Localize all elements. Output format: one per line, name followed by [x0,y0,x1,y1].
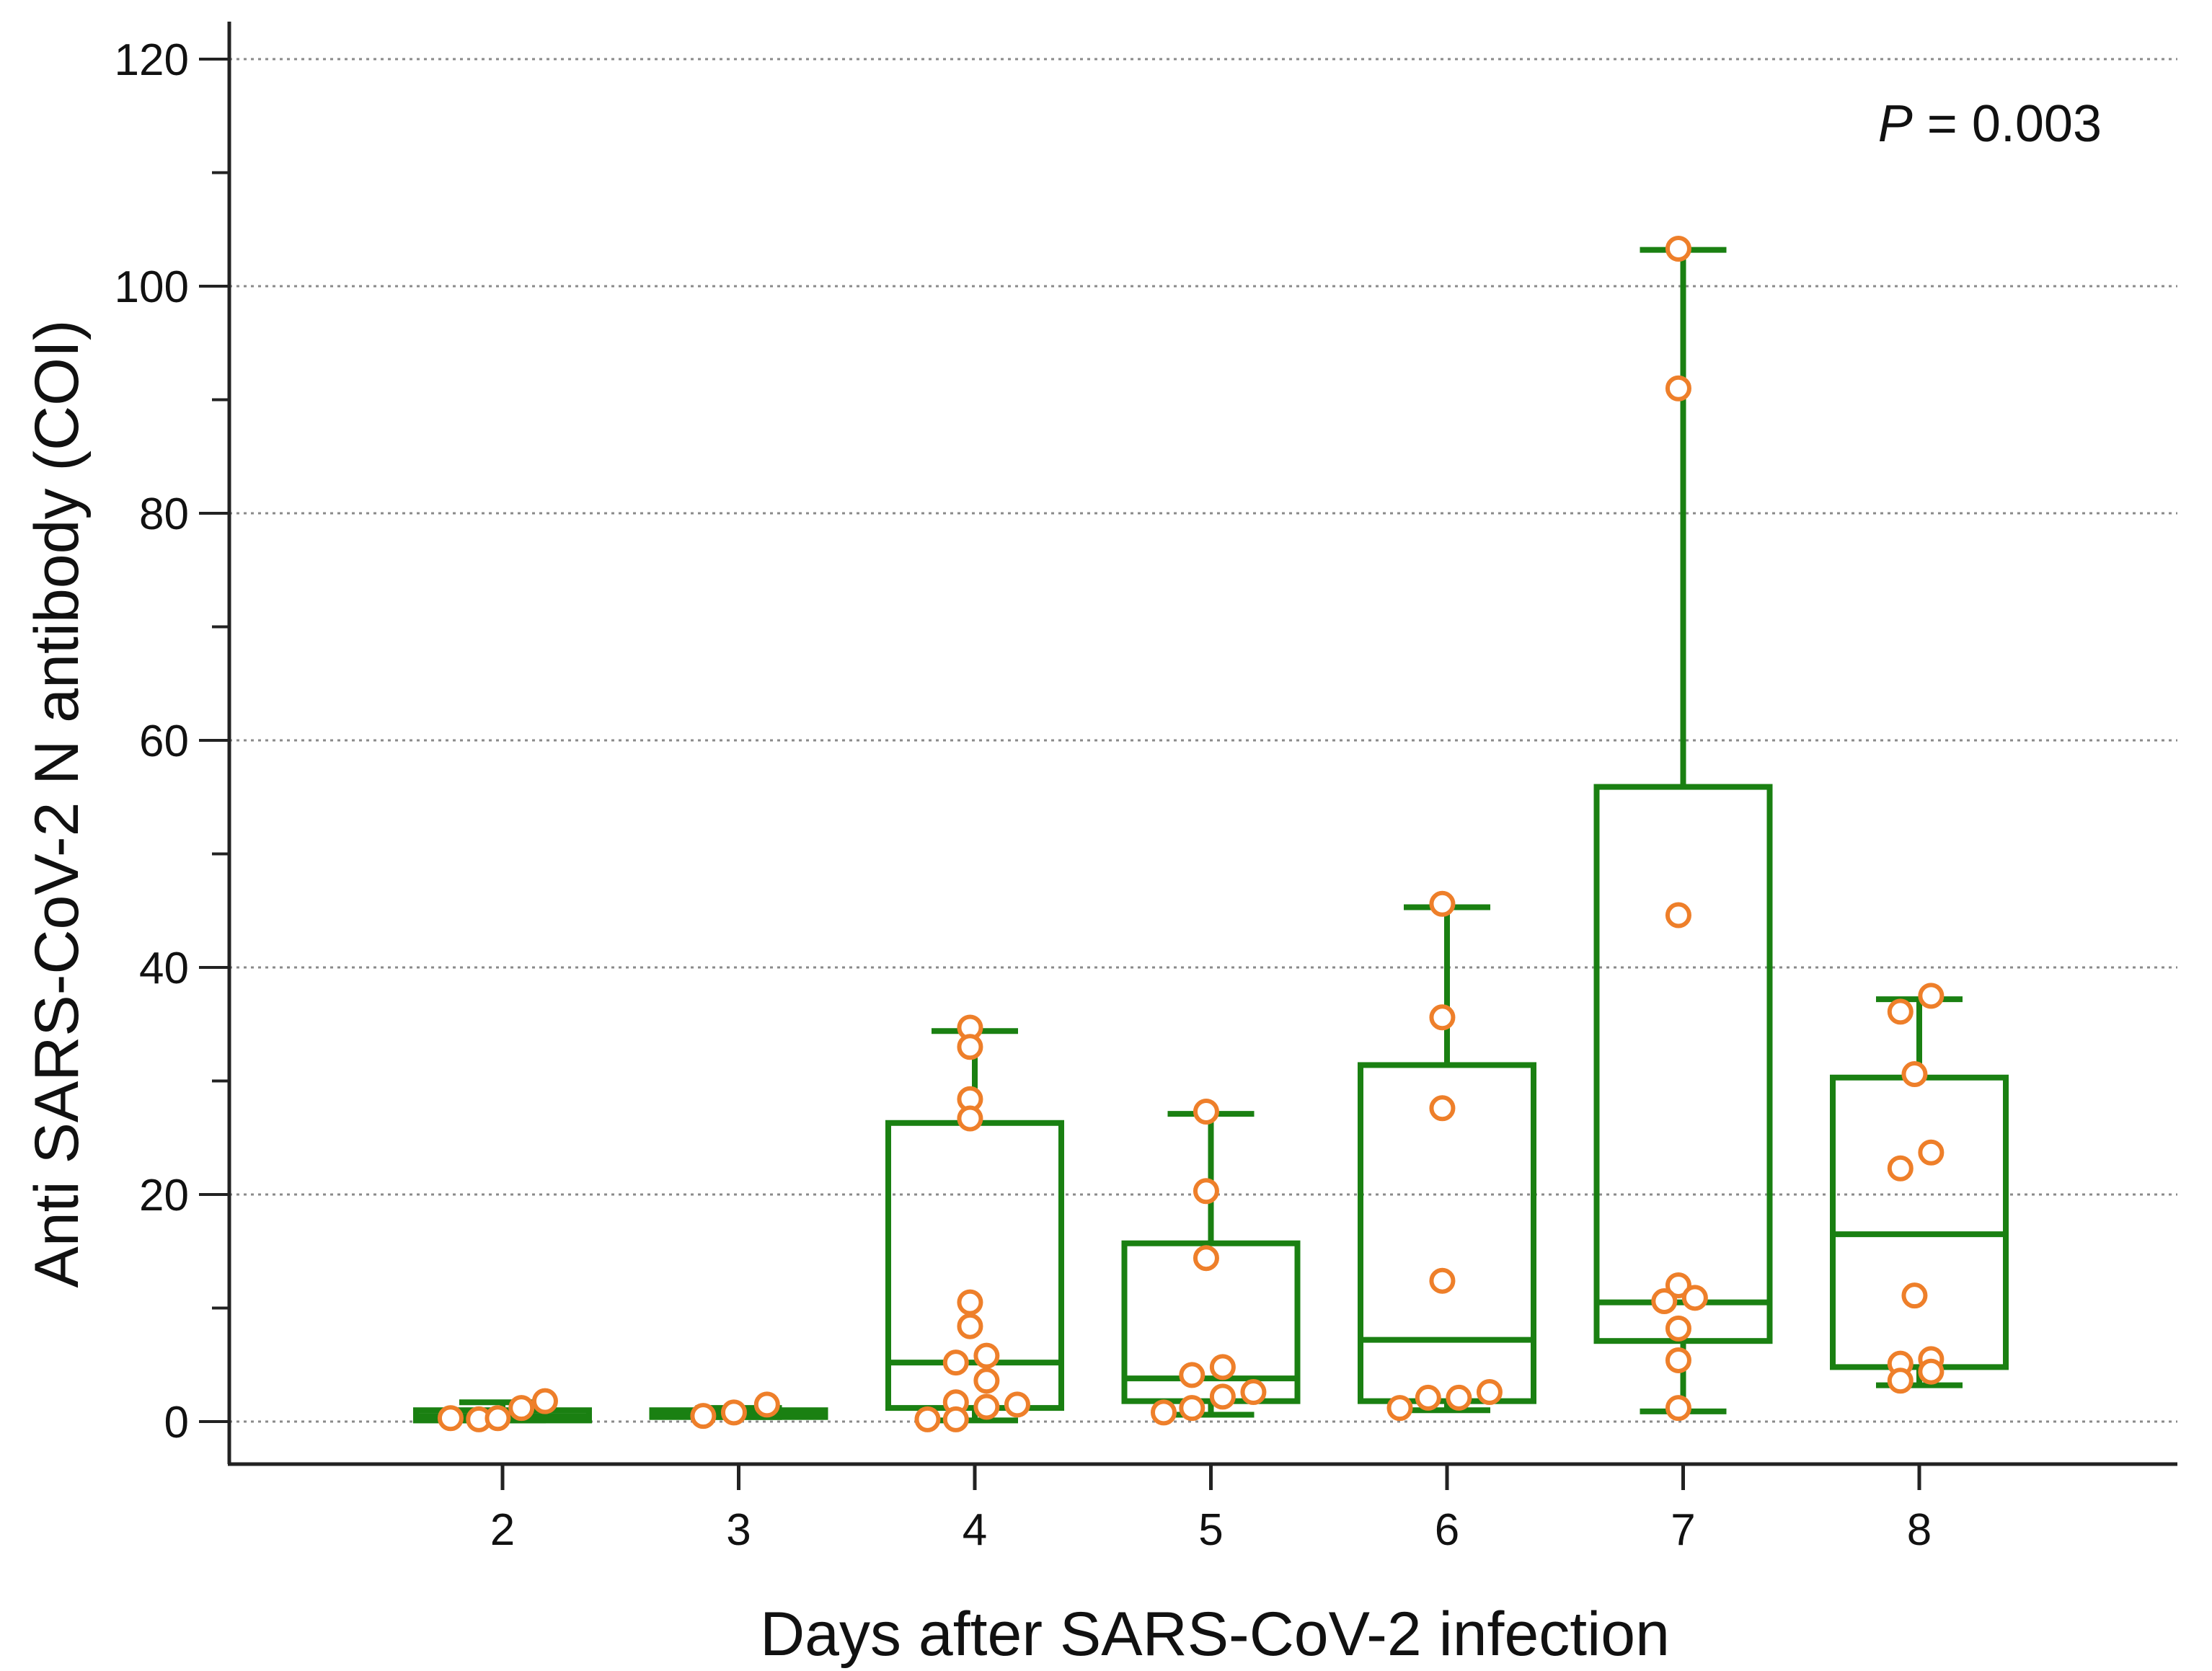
data-point [973,1368,1000,1394]
data-point [1415,1384,1441,1411]
data-point [508,1395,535,1422]
data-point [1193,1178,1219,1205]
data-point [942,1349,969,1376]
axes [227,22,2177,1466]
data-point [973,1342,1000,1369]
data-point [1429,1004,1456,1031]
data-point [1476,1379,1503,1406]
data-point [1429,890,1456,917]
x-tick-label: 5 [1198,1505,1223,1555]
y-ticks: 0 20 40 60 80 100 120 [115,35,229,1448]
x-tick-label: 3 [726,1505,751,1555]
data-point [1665,236,1691,262]
data-point [1004,1391,1030,1418]
data-point [1429,1267,1456,1294]
data-point [1887,998,1914,1025]
data-point [1193,1099,1219,1125]
gridlines [229,58,2177,1423]
data-point [1681,1285,1708,1311]
data-point [1209,1354,1236,1380]
data-point [1665,1395,1691,1422]
data-point [1918,1358,1945,1385]
data-point [1665,902,1691,928]
p-value-text: = 0.003 [1913,95,2102,153]
y-tick-label: 120 [115,35,189,85]
data-point [1193,1245,1219,1272]
data-point [1918,1139,1945,1166]
data-point [720,1399,747,1426]
box-day-7 [1593,247,1773,1414]
data-point [485,1405,511,1432]
y-axis-title: Anti SARS-CoV-2 N antibody (COI) [22,319,92,1287]
box-iqr [1593,784,1773,1344]
data-point [437,1405,464,1432]
y-tick-label: 80 [139,489,189,539]
x-ticks: 2 3 4 5 6 7 8 [490,1464,1932,1555]
data-point [957,1313,983,1339]
x-tick-label: 6 [1435,1505,1459,1555]
data-point [1651,1288,1678,1315]
boxes [413,247,2009,1424]
data-point [1386,1395,1413,1422]
y-tick-label: 20 [139,1171,189,1220]
data-point [1901,1061,1928,1088]
y-tick-label: 100 [115,262,189,312]
data-point [690,1403,717,1430]
box-day-6 [1358,904,1536,1414]
data-point [914,1406,941,1432]
data-point [1887,1155,1914,1182]
data-point [1887,1368,1914,1394]
data-point [1901,1282,1928,1309]
y-tick-label: 40 [139,944,189,993]
data-point [1179,1395,1205,1422]
data-point [531,1388,558,1414]
p-value-symbol: P [1878,95,1913,153]
data-point [1665,1272,1691,1298]
y-tick-label: 60 [139,717,189,766]
x-tick-label: 2 [490,1505,515,1555]
data-point [1209,1383,1236,1410]
x-tick-label: 7 [1671,1505,1695,1555]
data-point [1151,1399,1177,1426]
y-tick-label: 0 [164,1398,189,1448]
data-point [942,1406,969,1432]
data-point [1446,1384,1472,1411]
data-point [1918,983,1945,1009]
data-point [1665,375,1691,402]
data-point [1429,1095,1456,1122]
p-value-annotation: P = 0.003 [1878,95,2102,153]
data-point [1240,1379,1267,1406]
data-point [1665,1315,1691,1342]
data-point [1665,1347,1691,1373]
box-day-8 [1830,996,2009,1388]
x-tick-label: 8 [1907,1505,1932,1555]
data-point [1179,1362,1205,1388]
data-point [957,1289,983,1316]
data-point [973,1393,1000,1420]
x-axis-title: Days after SARS-CoV-2 infection [760,1600,1670,1669]
data-point [957,1105,983,1132]
data-points [437,236,1945,1432]
data-point [753,1391,780,1418]
x-tick-label: 4 [963,1505,987,1555]
box-iqr [1830,1074,2009,1370]
data-point [957,1034,983,1060]
